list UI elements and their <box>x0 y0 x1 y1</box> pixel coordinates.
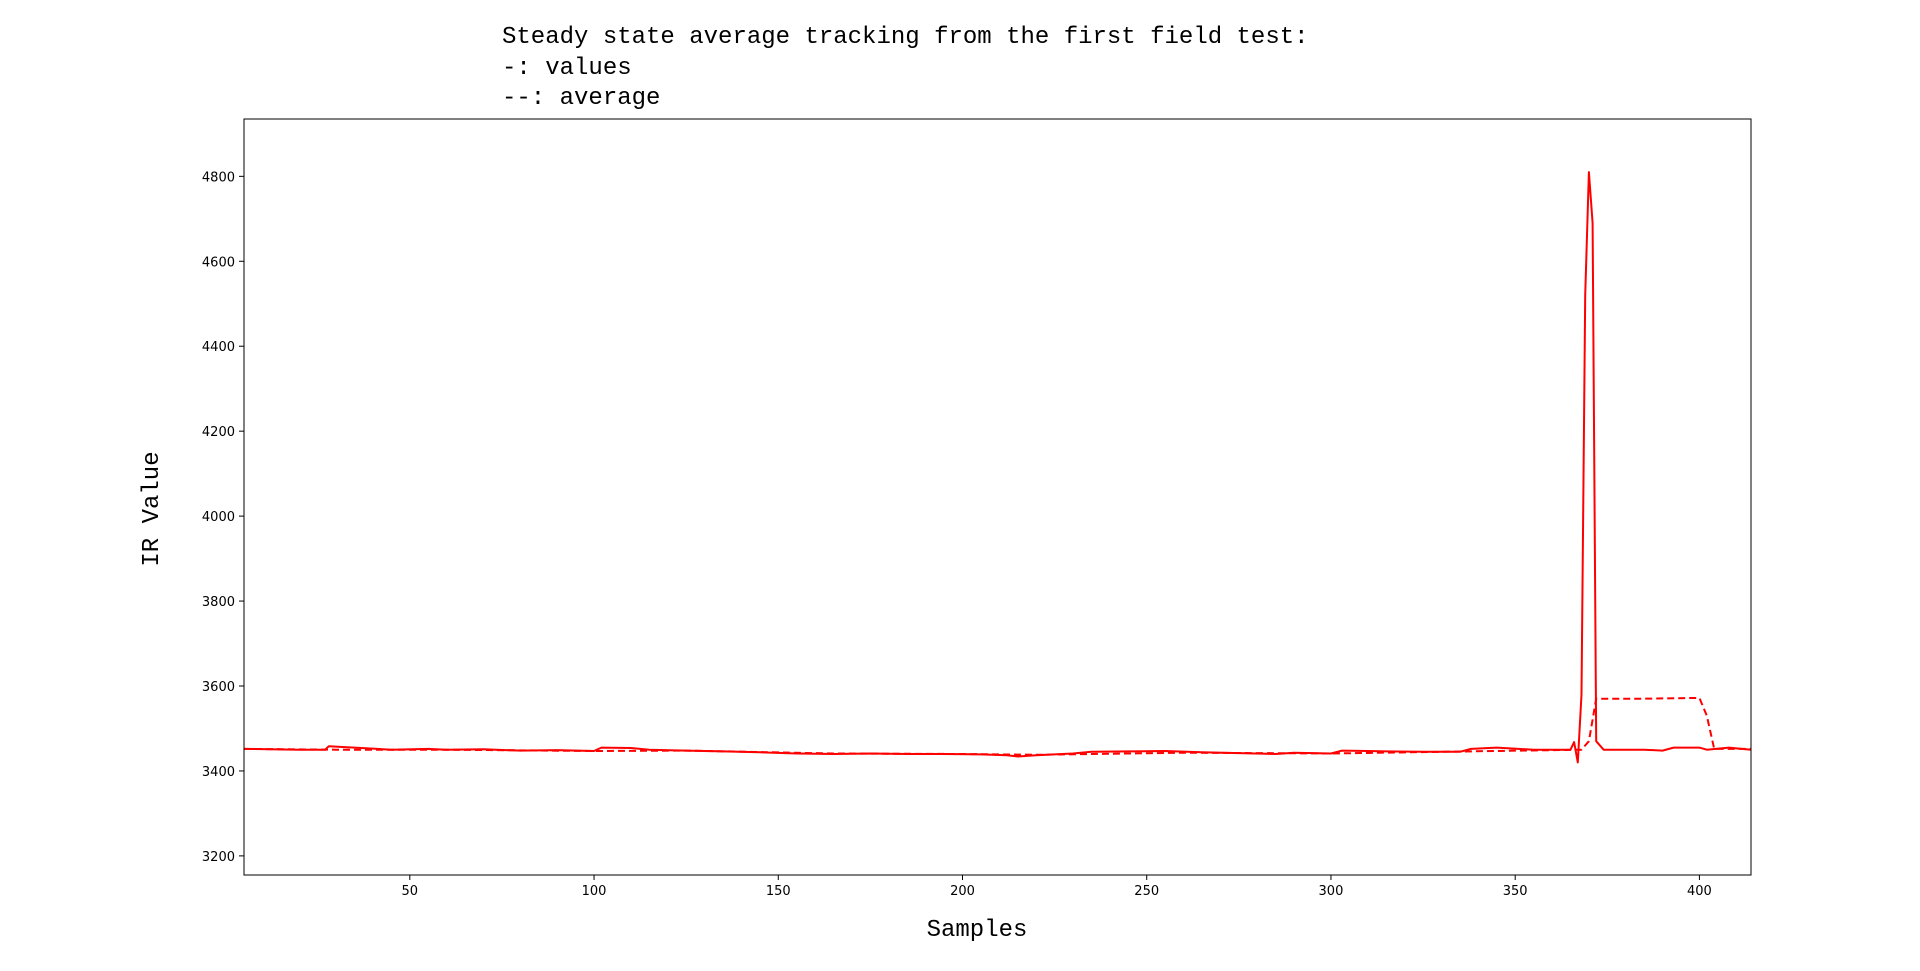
y-tick-label: 4400 <box>202 340 235 355</box>
x-tick-label: 100 <box>582 884 607 899</box>
chart-title-line-1: Steady state average tracking from the f… <box>502 24 1309 51</box>
x-tick-label: 250 <box>1134 884 1159 899</box>
y-tick-label: 3200 <box>202 850 235 865</box>
y-tick-label: 3400 <box>202 765 235 780</box>
y-tick-label: 4800 <box>202 170 235 185</box>
x-tick-label: 300 <box>1319 884 1344 899</box>
y-axis-label: IR Value <box>139 451 166 566</box>
x-tick-label: 400 <box>1687 884 1712 899</box>
x-tick-label: 150 <box>766 884 791 899</box>
plot-frame <box>243 118 1752 876</box>
y-tick-label: 3800 <box>202 595 235 610</box>
y-tick-label: 4200 <box>202 425 235 440</box>
plot-area: 50 100 150 200 250 300 350 400 3200 3400 3600 3800 4… <box>202 118 1752 899</box>
values-line <box>244 171 1751 764</box>
y-tick-label: 3600 <box>202 680 235 695</box>
x-tick-label: 200 <box>950 884 975 899</box>
x-tick-label: 50 <box>402 884 419 899</box>
chart-title-line-2: -: values <box>502 55 632 82</box>
chart-title-line-3: --: average <box>502 85 660 112</box>
y-tick-label: 4600 <box>202 255 235 270</box>
y-tick-label: 4000 <box>202 510 235 525</box>
x-axis-label: Samples <box>927 917 1028 944</box>
x-tick-label: 350 <box>1503 884 1528 899</box>
average-line <box>244 696 1751 756</box>
